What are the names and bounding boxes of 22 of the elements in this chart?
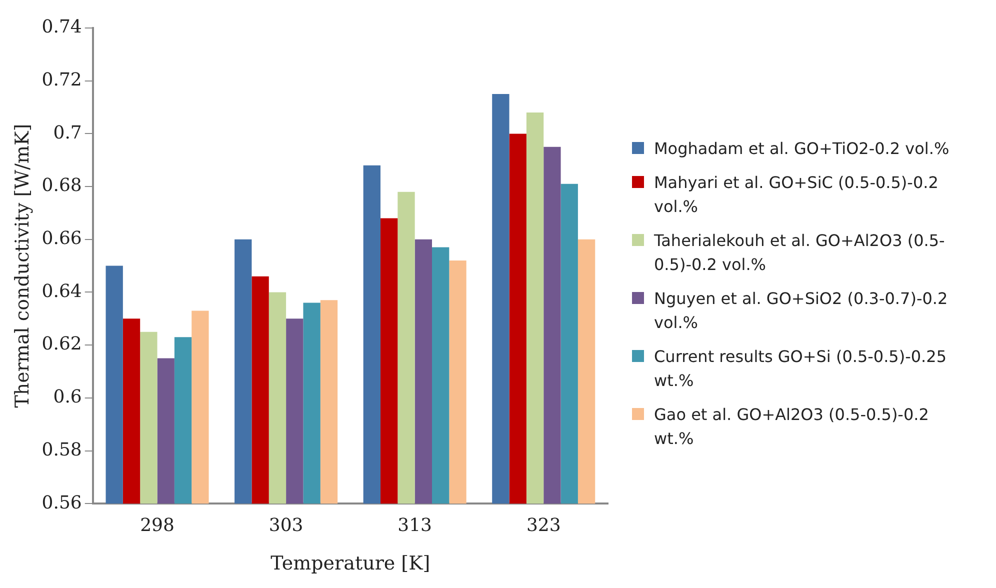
y-tick-label: 0.58 bbox=[42, 439, 82, 460]
y-tick-label: 0.6 bbox=[53, 386, 82, 408]
y-tick-label: 0.72 bbox=[42, 70, 82, 91]
legend-label: Nguyen et al. GO+SiO2 (0.3-0.7)-0.2 vol.% bbox=[654, 288, 949, 334]
x-axis-title: Temperature [K] bbox=[270, 552, 430, 575]
y-tick-label: 0.56 bbox=[42, 492, 82, 514]
legend-label: Gao et al. GO+Al2O3 (0.5-0.5)-0.2 wt.% bbox=[654, 404, 930, 450]
x-tick-label: 303 bbox=[268, 515, 304, 536]
y-tick-label: 0.68 bbox=[42, 175, 82, 196]
y-axis-title: Thermal conductivity [W/mK] bbox=[11, 124, 34, 408]
y-tick-label: 0.62 bbox=[42, 334, 82, 355]
x-tick-label: 323 bbox=[526, 515, 561, 536]
y-tick-label: 0.66 bbox=[42, 228, 82, 250]
legend-label: Moghadam et al. GO+TiO2-0.2 vol.% bbox=[654, 138, 950, 160]
legend-label: Mahyari et al. GO+SiC (0.5-0.5)-0.2 vol.% bbox=[654, 172, 940, 218]
y-tick-label: 0.64 bbox=[42, 280, 82, 302]
y-tick-label: 0.7 bbox=[53, 122, 82, 144]
x-tick-label: 313 bbox=[398, 515, 432, 536]
x-tick-label: 298 bbox=[140, 515, 174, 536]
y-tick-label: 0.74 bbox=[42, 16, 82, 38]
legend-label: Current results GO+Si (0.5-0.5)-0.25 wt.% bbox=[654, 346, 948, 392]
legend-label: Taherialekouh et al. GO+Al2O3 (0.5-0.5)-0.2 vol.% bbox=[654, 230, 946, 276]
